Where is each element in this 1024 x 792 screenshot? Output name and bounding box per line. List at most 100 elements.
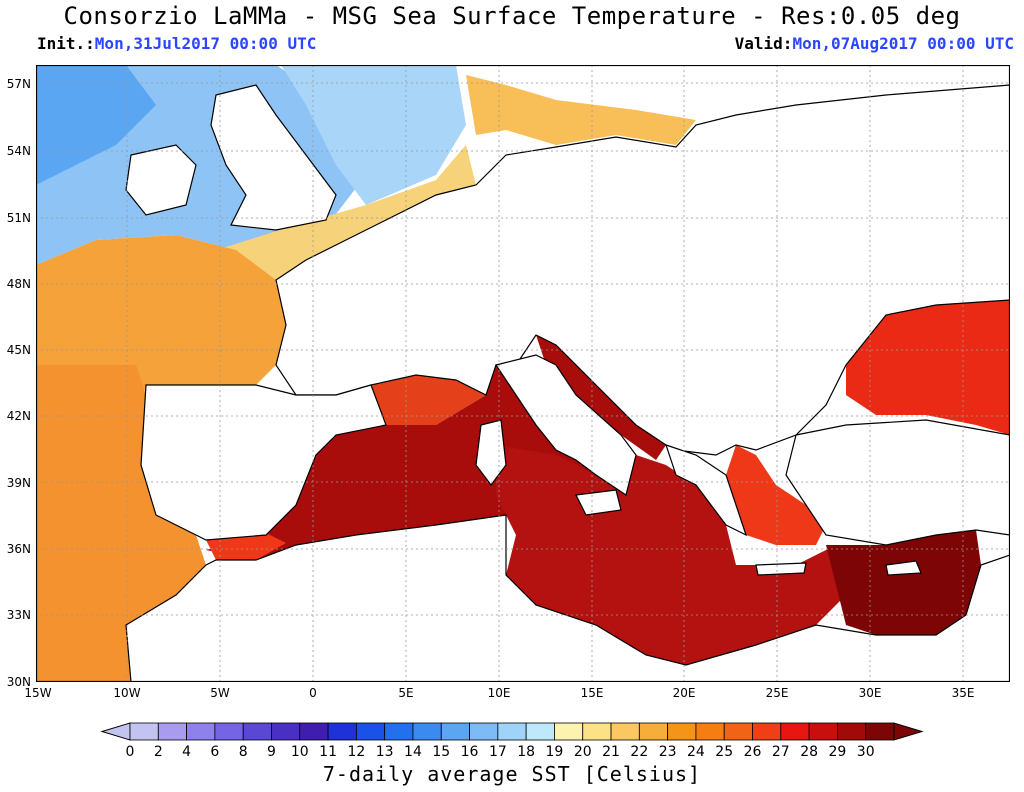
colorbar-swatch <box>497 722 527 741</box>
cyprus-land <box>885 560 922 576</box>
colorbar-tick-label: 10 <box>291 744 309 760</box>
colorbar-swatch <box>582 722 612 741</box>
colorbar-arrow-high <box>893 722 924 741</box>
colorbar-tick-label: 30 <box>857 744 875 760</box>
colorbar-swatch <box>554 722 584 741</box>
lon-label: 10E <box>488 686 511 700</box>
ireland-land <box>125 144 197 216</box>
colorbar-swatch <box>723 722 753 741</box>
baltic-sea <box>466 75 696 145</box>
balkans-land <box>665 444 748 537</box>
colorbar-swatch <box>638 722 669 741</box>
colorbar-tick-label: 16 <box>461 744 479 760</box>
lat-label: 54N <box>7 144 31 158</box>
colorbar-tick-label: 12 <box>347 744 365 760</box>
colorbar-tick-label: 22 <box>630 744 648 760</box>
alboran-sea <box>206 533 286 560</box>
colorbar-swatch <box>780 722 810 741</box>
colorbar-tick-label: 8 <box>239 744 248 760</box>
colorbar-tick-label: 6 <box>210 744 219 760</box>
land-masses <box>125 84 1010 682</box>
colorbar-ticks: 0 2 4 6 8 9 10 11 12 13 14 15 16 17 18 19 20 21 22 23 24 25 26… <box>126 744 875 760</box>
north-sea <box>281 65 466 205</box>
colorbar-arrow-low <box>100 722 131 741</box>
colorbar-tick-label: 18 <box>517 744 535 760</box>
lat-label: 45N <box>7 343 31 357</box>
valid-time: Valid:Mon,07Aug2017 00:00 UTC <box>735 34 1014 53</box>
levantine-sea <box>826 530 981 635</box>
colorbar-tick-label: 14 <box>404 744 422 760</box>
colorbar: 0 2 4 6 8 9 10 11 12 13 14 15 16 17 18 19 20 21 22 23 24 25 26… <box>100 722 924 760</box>
colorbar-tick-label: 15 <box>432 744 450 760</box>
lat-label: 48N <box>7 277 31 291</box>
colorbar-tick-label: 9 <box>267 744 276 760</box>
colorbar-swatch <box>129 722 159 741</box>
colorbar-swatch <box>299 722 329 741</box>
black-sea <box>846 300 1010 435</box>
colorbar-swatch <box>157 722 187 741</box>
crete-land <box>755 562 807 576</box>
colorbar-swatch <box>384 722 414 741</box>
colorbar-swatch <box>469 722 499 741</box>
lat-label: 33N <box>7 608 31 622</box>
lat-label: 57N <box>7 77 31 91</box>
lon-label: 15W <box>24 686 51 700</box>
colorbar-swatch <box>440 722 470 741</box>
colorbar-tick-label: 17 <box>489 744 507 760</box>
colorbar-swatch <box>271 722 301 741</box>
gulf-of-lion <box>371 375 486 425</box>
colorbar-swatch <box>752 722 782 741</box>
colorbar-tick-label: 23 <box>659 744 677 760</box>
map-border <box>36 65 1010 682</box>
colorbar-swatch <box>412 722 442 741</box>
colorbar-swatch <box>242 722 272 741</box>
colorbar-swatches <box>100 722 924 741</box>
colorbar-tick-label: 28 <box>800 744 818 760</box>
great-britain-land <box>210 84 337 231</box>
colorbar-swatch <box>837 722 867 741</box>
lat-label: 42N <box>7 409 31 423</box>
anatolia-land <box>785 419 1010 546</box>
lon-label: 10W <box>113 686 140 700</box>
atlantic-north-deep <box>36 65 156 185</box>
lon-label: 5W <box>210 686 230 700</box>
lon-label: 25E <box>766 686 789 700</box>
adriatic-sea <box>536 335 666 460</box>
graticule <box>36 65 1010 682</box>
colorbar-swatch <box>186 722 216 741</box>
lat-label: 51N <box>7 211 31 225</box>
sardinia-land <box>475 419 507 486</box>
sst-map[interactable] <box>36 65 1010 682</box>
iberia-land <box>140 384 387 541</box>
colorbar-tick-label: 11 <box>319 744 337 760</box>
colorbar-tick-label: 0 <box>126 744 135 760</box>
colorbar-tick-label: 20 <box>574 744 592 760</box>
colorbar-tick-label: 13 <box>376 744 394 760</box>
aegean-sea <box>726 445 826 545</box>
colorbar-swatch <box>327 722 357 741</box>
colorbar-tick-label: 2 <box>154 744 163 760</box>
colorbar-swatch <box>525 722 555 741</box>
colorbar-tick-label: 21 <box>602 744 620 760</box>
colorbar-swatch <box>355 722 386 741</box>
colorbar-swatch <box>695 722 725 741</box>
colorbar-tick-label: 27 <box>772 744 790 760</box>
lat-label: 30N <box>7 675 31 689</box>
valid-label: Valid: <box>734 34 793 53</box>
lon-label: 15E <box>581 686 604 700</box>
map-title: Consorzio LaMMa - MSG Sea Surface Temper… <box>63 2 961 30</box>
sst-map-canvas <box>36 65 1010 682</box>
iberian-atlantic <box>36 365 206 682</box>
colorbar-tick-label: 24 <box>687 744 705 760</box>
italy-land <box>495 354 637 496</box>
colorbar-tick-label: 25 <box>715 744 733 760</box>
lon-label: 20E <box>673 686 696 700</box>
lon-label: 5E <box>398 686 413 700</box>
colorbar-tick-label: 19 <box>546 744 564 760</box>
colorbar-swatch <box>865 722 895 741</box>
colorbar-swatch <box>214 722 244 741</box>
colorbar-title: 7-daily average SST [Celsius] <box>322 762 702 786</box>
lat-label: 36N <box>7 542 31 556</box>
colorbar-swatch <box>808 722 838 741</box>
colorbar-tick-label: 29 <box>828 744 846 760</box>
